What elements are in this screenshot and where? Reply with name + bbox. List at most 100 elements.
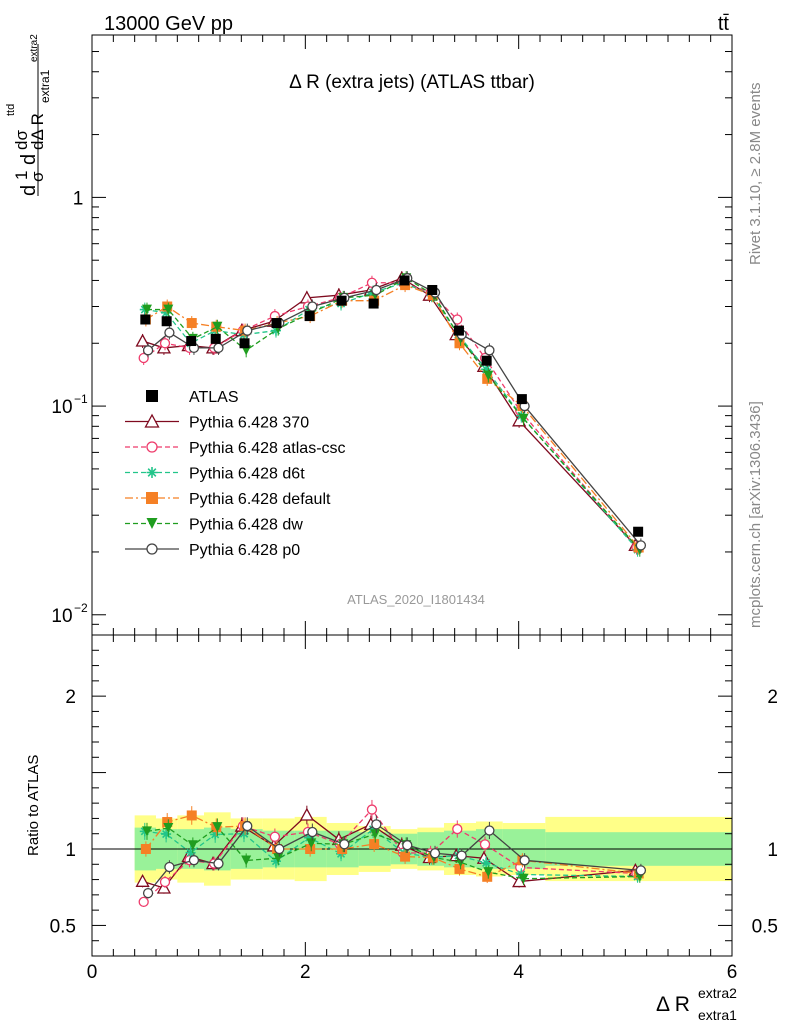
- ratio-marker: [135, 873, 150, 887]
- data-marker: [516, 394, 527, 405]
- data-marker: [633, 526, 644, 537]
- ratio-marker: [210, 829, 221, 840]
- series-marker: [163, 304, 174, 315]
- data-marker: [271, 318, 282, 329]
- legend-marker: [146, 543, 158, 555]
- ratio-marker: [212, 822, 223, 833]
- ratio-marker: [635, 865, 647, 876]
- ratio-marker: [186, 810, 197, 821]
- ratio-marker: [213, 858, 224, 869]
- ratio-y-axis-label: Ratio to ATLAS: [25, 755, 42, 856]
- ratio-marker: [269, 831, 281, 842]
- x-axis-label-sub: extra1: [698, 1007, 737, 1023]
- series-marker: [366, 277, 378, 288]
- series-line: [144, 282, 639, 551]
- main-series: [135, 270, 647, 557]
- x-tick-label: 0: [87, 962, 98, 983]
- series-marker: [371, 284, 382, 296]
- legend-marker: [146, 518, 158, 529]
- legend-label: Pythia 6.428 dw: [189, 517, 303, 534]
- y-axis-label-extra2: extra2: [29, 34, 40, 62]
- ratio-tick-label-right: 2: [767, 687, 778, 708]
- mcplots-label: mcplots.cern.ch [arXiv:1306.3436]: [747, 401, 764, 628]
- ratio-marker: [163, 823, 174, 834]
- ratio-marker: [483, 867, 494, 878]
- ratio-tick-label-right: 1: [767, 840, 778, 861]
- legend-marker: [146, 441, 158, 453]
- legend-label: Pythia 6.428 default: [189, 491, 331, 508]
- y-axis-label-d: d: [18, 185, 40, 196]
- ratio-marker: [366, 804, 378, 815]
- ratio-marker: [156, 880, 172, 894]
- ratio-marker: [482, 871, 493, 882]
- data-marker: [186, 336, 197, 347]
- ratio-marker: [306, 838, 317, 849]
- series-marker: [213, 342, 224, 354]
- ratio-marker: [429, 848, 441, 859]
- ratio-tick-label: 0.5: [50, 916, 76, 937]
- series-marker: [212, 321, 223, 332]
- ratio-marker: [138, 896, 149, 908]
- series-marker: [161, 307, 172, 318]
- ratio-marker: [299, 807, 314, 821]
- ratio-marker: [159, 876, 171, 888]
- y-tick-exponent: −2: [74, 601, 88, 615]
- legend-marker: [144, 413, 160, 428]
- ratio-marker: [454, 863, 465, 874]
- x-axis-label-main: Δ R: [656, 993, 690, 1016]
- x-tick-label: 2: [300, 962, 311, 983]
- y-axis-label-extra1: extra1: [38, 69, 52, 103]
- x-tick-label: 6: [727, 962, 738, 983]
- ratio-marker: [140, 844, 151, 854]
- ratio-marker: [274, 843, 285, 855]
- ratio-marker: [452, 823, 463, 835]
- series-marker: [482, 373, 493, 384]
- y-tick-label: 10: [51, 397, 72, 418]
- legend-marker: [146, 492, 158, 504]
- ratio-marker: [242, 820, 253, 832]
- data-marker: [161, 316, 172, 327]
- ratio-marker: [238, 828, 249, 839]
- data-marker: [140, 314, 151, 325]
- process-label: tt̄: [718, 13, 730, 35]
- ratio-marker: [370, 829, 381, 840]
- data-marker: [336, 295, 347, 306]
- ratio-marker: [369, 839, 380, 850]
- data-marker: [304, 311, 315, 322]
- legend-marker: [146, 467, 158, 478]
- series-marker: [242, 325, 253, 336]
- ratio-marker: [188, 855, 200, 866]
- energy-label: 13000 GeV pp: [104, 13, 233, 35]
- legend-label: Pythia 6.428 atlas-csc: [189, 440, 346, 457]
- ratio-frame: [91, 634, 733, 957]
- x-axis-label-sup: extra2: [698, 985, 737, 1001]
- legend-label: Pythia 6.428 370: [189, 415, 309, 432]
- data-marker: [368, 298, 379, 309]
- y-axis-label-d2: d: [18, 154, 40, 165]
- series-marker: [518, 413, 529, 424]
- ratio-marker: [161, 829, 172, 840]
- legend-marker: [146, 390, 158, 402]
- ratio-marker: [339, 839, 350, 850]
- series-marker: [141, 304, 152, 315]
- data-marker: [481, 355, 492, 366]
- data-marker: [453, 325, 464, 336]
- chart-title: Δ R (extra jets) (ATLAS ttbar): [289, 72, 535, 93]
- ratio-marker: [187, 840, 198, 851]
- series-marker: [454, 338, 465, 349]
- ratio-marker: [400, 851, 411, 862]
- legend-label: ATLAS: [189, 389, 239, 406]
- series-marker: [484, 345, 495, 356]
- series-marker: [483, 370, 494, 381]
- legend-label: Pythia 6.428 d6t: [189, 466, 305, 483]
- data-marker: [427, 284, 438, 295]
- ratio-tick-label: 1: [65, 840, 76, 861]
- ratio-marker: [307, 826, 318, 838]
- legend: ATLAS Pythia 6.428 370 Pythia 6.428 atlas-…: [125, 389, 346, 559]
- y-tick-label: 1: [73, 188, 84, 209]
- ratio-marker: [241, 855, 252, 866]
- ratio-marker: [479, 839, 491, 850]
